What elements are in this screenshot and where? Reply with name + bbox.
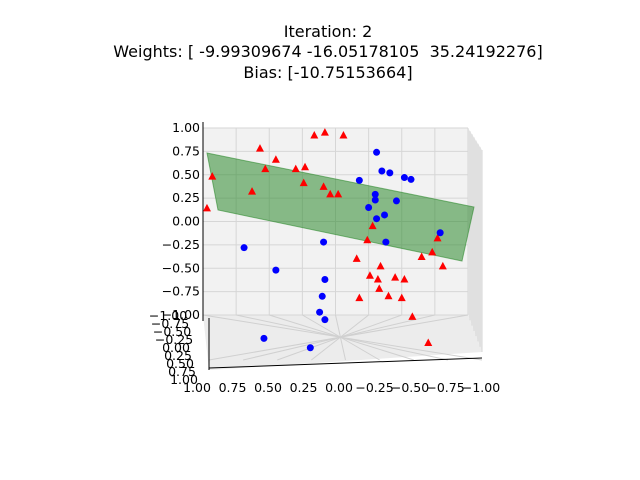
z-tick-label: 0.25	[172, 190, 200, 205]
x-tick-label: 0.75	[219, 380, 247, 395]
y-tick-label: −1.00	[149, 308, 187, 323]
y-tick-label: 0.00	[162, 340, 190, 355]
data-point-triangle	[334, 189, 343, 198]
data-point-triangle	[417, 252, 426, 261]
data-point-circle	[400, 174, 408, 182]
data-point-circle	[407, 175, 415, 183]
data-point-triangle	[373, 274, 382, 283]
chart-title-line-2: Weights: [ -9.99309674 -16.05178105 35.2…	[113, 42, 543, 61]
data-point-circle	[378, 167, 386, 175]
data-point-triangle	[291, 164, 300, 173]
z-tick-label: −0.50	[162, 260, 200, 275]
data-point-circle	[373, 215, 381, 223]
data-point-triangle	[352, 254, 361, 262]
data-point-circle	[320, 238, 328, 246]
data-point-triangle	[376, 261, 385, 270]
z-tick-label: 1.00	[172, 120, 200, 135]
z-tick-label: 0.00	[172, 214, 200, 229]
x-tick-label: 0.00	[325, 380, 353, 395]
data-point-triangle	[208, 172, 217, 180]
data-point-triangle	[355, 293, 364, 302]
y-tick-label: 0.25	[164, 348, 192, 363]
x-tick-label: 1.00	[183, 380, 211, 395]
x-axis-line	[208, 357, 483, 369]
data-point-triangle	[363, 235, 372, 244]
data-point-triangle	[408, 312, 417, 320]
decision-plane-surface	[206, 152, 475, 262]
data-point-triangle	[202, 203, 211, 212]
x-tick-label: 0.25	[290, 380, 318, 395]
data-point-triangle	[365, 271, 374, 279]
y-tick-label: 0.75	[168, 364, 196, 379]
data-point-triangle	[391, 273, 400, 281]
data-point-triangle	[320, 128, 329, 136]
data-point-triangle	[400, 274, 409, 283]
data-point-circle	[373, 148, 381, 156]
y-tick-label: 0.50	[166, 356, 194, 371]
data-point-triangle	[319, 182, 328, 190]
x-tick-label: −1.00	[462, 380, 500, 395]
data-point-triangle	[271, 155, 280, 163]
decision-plane	[206, 152, 475, 262]
floor-grid-line	[202, 314, 483, 361]
data-point-triangle	[301, 162, 310, 171]
data-point-triangle	[339, 130, 348, 139]
data-point-circle	[316, 308, 324, 316]
z-tick-label: −0.75	[162, 284, 200, 299]
data-point-circle	[381, 211, 389, 219]
data-point-circle	[392, 197, 400, 205]
data-point-triangle	[368, 221, 377, 230]
data-point-circle	[321, 275, 329, 283]
tick-labels: 1.000.750.500.250.00−0.25−0.50−0.75−1.00…	[149, 120, 500, 395]
x-tick-label: 0.50	[254, 380, 282, 395]
data-point-circle	[321, 316, 329, 324]
data-point-circle	[355, 176, 363, 184]
data-point-triangle	[248, 187, 257, 195]
data-point-triangle	[261, 164, 270, 173]
x-tick-label: −0.25	[355, 380, 393, 395]
data-point-triangle	[433, 233, 442, 242]
data-point-triangle	[310, 130, 319, 139]
data-point-triangle	[255, 144, 264, 152]
chart-title-line-1: Iteration: 2	[283, 22, 373, 41]
y-tick-label: −0.25	[155, 332, 193, 347]
data-point-triangle	[438, 261, 447, 270]
x-tick-label: −0.75	[426, 380, 464, 395]
z-tick-label: 0.50	[172, 167, 200, 182]
data-point-circle	[365, 203, 373, 211]
data-point-triangle	[375, 284, 384, 292]
data-point-circle	[371, 196, 379, 204]
z-tick-label: −0.25	[162, 237, 200, 252]
floor-pane	[203, 315, 482, 370]
x-tick-label: −0.50	[391, 380, 429, 395]
data-point-circle	[386, 169, 394, 177]
data-point-triangle	[424, 338, 433, 347]
data-point-circle	[318, 292, 326, 300]
z-tick-label: 0.75	[172, 143, 200, 158]
data-point-circle	[371, 190, 379, 198]
data-point-circle	[272, 266, 280, 274]
data-point-circle	[240, 244, 248, 252]
data-point-circle	[306, 344, 314, 352]
data-point-circle	[260, 334, 268, 342]
z-tick-label: −1.00	[162, 307, 200, 322]
data-points	[202, 128, 447, 352]
y-tick-label: −0.50	[153, 324, 191, 339]
data-point-triangle	[299, 178, 308, 187]
data-point-triangle	[326, 189, 335, 198]
axis-lines	[202, 122, 483, 370]
chart-title-line-3: Bias: [-10.75153664]	[243, 63, 413, 82]
data-point-triangle	[397, 293, 406, 302]
data-point-triangle	[428, 247, 437, 256]
y-tick-label: 1.00	[170, 372, 198, 387]
data-point-circle	[382, 238, 390, 246]
data-point-circle	[436, 229, 444, 237]
y-tick-label: −0.75	[151, 316, 189, 331]
data-point-triangle	[384, 291, 393, 300]
